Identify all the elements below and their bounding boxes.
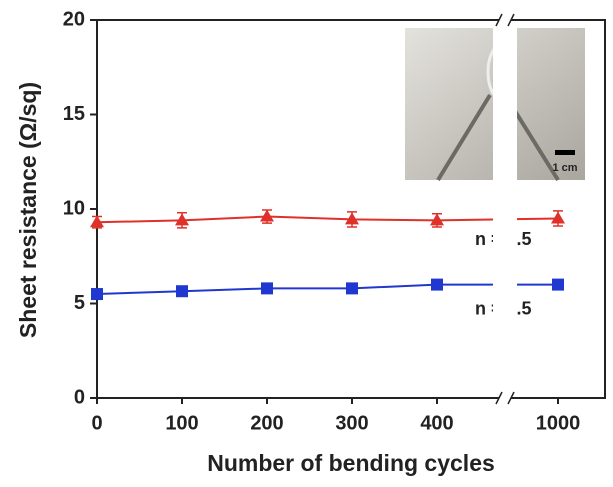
x-tick-label: 100	[165, 412, 198, 434]
marker	[551, 211, 565, 223]
axis-break-gap	[493, 23, 517, 395]
series-line	[97, 285, 558, 294]
marker	[552, 279, 564, 291]
scale-bar-label: 1 cm	[552, 162, 577, 174]
x-tick-label: 300	[335, 412, 368, 434]
y-tick-label: 15	[63, 103, 85, 125]
y-tick-label: 20	[63, 8, 85, 30]
y-tick-label: 0	[74, 386, 85, 408]
x-axis-title: Number of bending cycles	[207, 450, 495, 476]
marker	[346, 282, 358, 294]
x-tick-label: 400	[420, 412, 453, 434]
x-tick-label: 0	[91, 412, 102, 434]
marker	[176, 285, 188, 297]
x-tick-label: 1000	[536, 412, 581, 434]
marker	[91, 288, 103, 300]
x-tick-label: 200	[250, 412, 283, 434]
y-tick-label: 5	[74, 292, 85, 314]
series-line	[97, 217, 558, 223]
marker	[261, 282, 273, 294]
marker	[260, 210, 274, 222]
marker	[431, 279, 443, 291]
y-axis-title: Sheet resistance (Ω/sq)	[15, 82, 41, 338]
chart: Sheet resistance (Ω/sq) Number of bendin…	[0, 0, 613, 482]
y-tick-label: 10	[63, 197, 85, 219]
